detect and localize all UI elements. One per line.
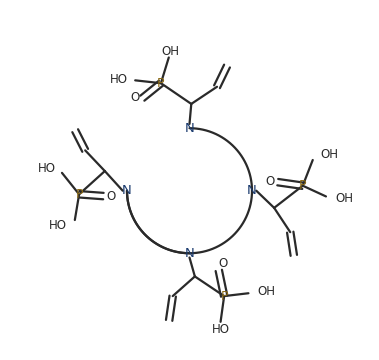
Text: N: N (247, 184, 257, 197)
Text: OH: OH (257, 285, 276, 298)
Text: HO: HO (110, 73, 128, 86)
Text: N: N (185, 247, 194, 260)
Text: P: P (157, 77, 164, 90)
Text: O: O (106, 190, 115, 203)
Text: OH: OH (335, 192, 353, 205)
Text: HO: HO (38, 162, 56, 175)
Text: P: P (75, 188, 83, 201)
Text: OH: OH (321, 148, 338, 161)
Text: N: N (185, 122, 194, 135)
Text: HO: HO (49, 219, 67, 232)
Text: O: O (131, 91, 140, 104)
Text: O: O (218, 257, 228, 270)
Text: OH: OH (161, 45, 180, 58)
Text: P: P (299, 179, 307, 192)
Text: P: P (221, 289, 228, 303)
Text: O: O (265, 175, 274, 188)
Text: HO: HO (211, 323, 230, 336)
Text: N: N (122, 184, 132, 197)
